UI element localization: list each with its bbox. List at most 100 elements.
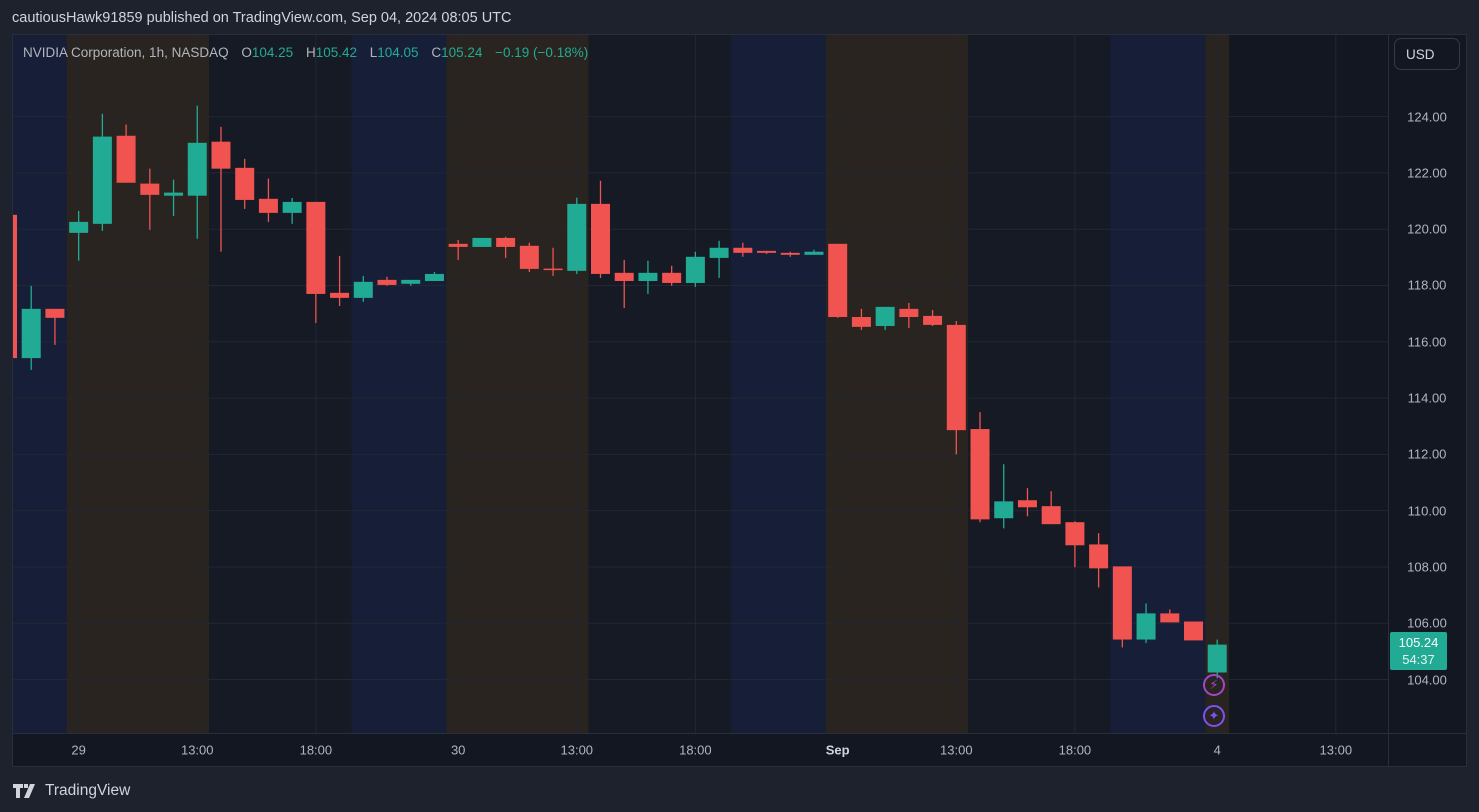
session-band-post-market	[351, 35, 447, 733]
candle-down	[258, 178, 278, 222]
candle-down	[496, 236, 516, 258]
change-value: −0.19 (−0.18%)	[495, 45, 589, 60]
tradingview-logo[interactable]: TradingView	[13, 782, 130, 800]
candle-body	[140, 183, 160, 195]
price-axis[interactable]	[1388, 35, 1467, 733]
candle-body	[496, 237, 516, 247]
candle-up	[282, 197, 302, 224]
candle-body	[899, 308, 919, 318]
candle-up	[69, 210, 89, 261]
candle-body	[1136, 613, 1156, 640]
candle-body	[92, 136, 112, 224]
candle-down	[140, 168, 160, 230]
candle-up	[638, 260, 658, 294]
time-tick-label: Sep	[825, 742, 850, 758]
candle-down	[1041, 491, 1061, 525]
candle-body	[1089, 544, 1109, 569]
close-label: C	[431, 45, 442, 60]
candle-body	[638, 272, 658, 281]
candle-down	[377, 276, 397, 286]
candle-down	[923, 309, 943, 327]
candle-down	[899, 302, 919, 328]
candle-down	[851, 308, 871, 330]
candle-down	[543, 247, 563, 276]
candle-up	[1136, 603, 1156, 643]
candle-body	[13, 214, 17, 359]
price-tick-label: 122.00	[1407, 165, 1447, 181]
candle-down	[13, 214, 17, 359]
candle-body	[567, 203, 587, 271]
close-value: 105.24	[441, 45, 483, 60]
time-axis[interactable]	[13, 733, 1388, 767]
candle-down	[1065, 521, 1085, 568]
price-tick-label: 108.00	[1407, 559, 1447, 575]
time-tick-label: 18:00	[299, 742, 333, 758]
time-tick-label: 13:00	[180, 742, 214, 758]
session-band-post-market	[13, 35, 67, 733]
candle-body	[45, 308, 65, 318]
time-tick-label: 13:00	[1319, 742, 1353, 758]
publisher-line: cautiousHawk91859 published on TradingVi…	[12, 10, 512, 26]
last-price-label: 105.24 54:37	[1390, 632, 1447, 670]
candle-body	[828, 243, 848, 318]
candle-down	[45, 308, 65, 345]
session-band-pre-market	[66, 35, 210, 733]
currency-button[interactable]: USD	[1394, 38, 1460, 70]
open-value: 104.25	[251, 45, 294, 60]
time-tick-label: 18:00	[679, 742, 712, 758]
candle-up	[92, 113, 112, 231]
candle-body	[519, 245, 539, 269]
candle-body	[21, 308, 41, 359]
session-band-post-market	[730, 35, 826, 733]
candle-up	[709, 240, 729, 278]
candles	[13, 105, 1227, 679]
candle-up	[164, 179, 184, 216]
candle-body	[923, 315, 943, 325]
candle-down	[828, 243, 848, 318]
candle-up	[353, 275, 373, 302]
session-band-regular	[209, 35, 352, 733]
lightning-event-icon[interactable]: ⚡︎	[1203, 674, 1225, 696]
candle-up	[804, 249, 824, 255]
symbol-legend: NVIDIA Corporation, 1h, NASDAQ O104.25 H…	[23, 45, 588, 60]
candle-up	[875, 306, 895, 330]
candle-body	[448, 243, 468, 247]
bar-countdown: 54:37	[1402, 652, 1435, 667]
candle-body	[994, 501, 1014, 519]
candle-body	[804, 251, 824, 255]
candle-up	[472, 237, 492, 247]
candle-up	[567, 197, 587, 274]
candle-body	[116, 135, 136, 183]
candle-down	[1112, 566, 1132, 648]
time-tick-label: 4	[1213, 742, 1221, 758]
candle-body	[401, 279, 421, 284]
candle-body	[377, 279, 397, 285]
candle-down	[306, 201, 326, 323]
candle-body	[685, 256, 705, 283]
candle-body	[543, 268, 563, 271]
price-tick-label: 114.00	[1407, 390, 1447, 406]
candle-down	[733, 242, 753, 257]
candle-body	[258, 198, 278, 213]
candle-up	[21, 285, 41, 370]
candle-down	[757, 250, 777, 254]
candle-body	[282, 201, 302, 213]
candle-up	[424, 271, 444, 281]
high-label: H	[305, 45, 316, 60]
candle-up	[187, 105, 207, 239]
candle-up	[994, 464, 1014, 529]
candle-down	[970, 412, 990, 523]
candle-body	[970, 429, 990, 520]
candle-down	[614, 259, 634, 309]
candle-body	[1065, 522, 1085, 546]
candle-body	[1041, 506, 1061, 525]
candle-body	[780, 252, 800, 255]
candle-down	[1017, 488, 1037, 517]
candle-down	[780, 251, 800, 257]
chart-plot-area[interactable]	[13, 35, 1388, 733]
symbol-title[interactable]: NVIDIA Corporation, 1h, NASDAQ	[23, 45, 229, 60]
candle-body	[733, 247, 753, 253]
session-backgrounds	[13, 35, 1230, 733]
open-label: O	[241, 45, 252, 60]
sparkle-event-icon[interactable]: ✦	[1203, 705, 1225, 727]
